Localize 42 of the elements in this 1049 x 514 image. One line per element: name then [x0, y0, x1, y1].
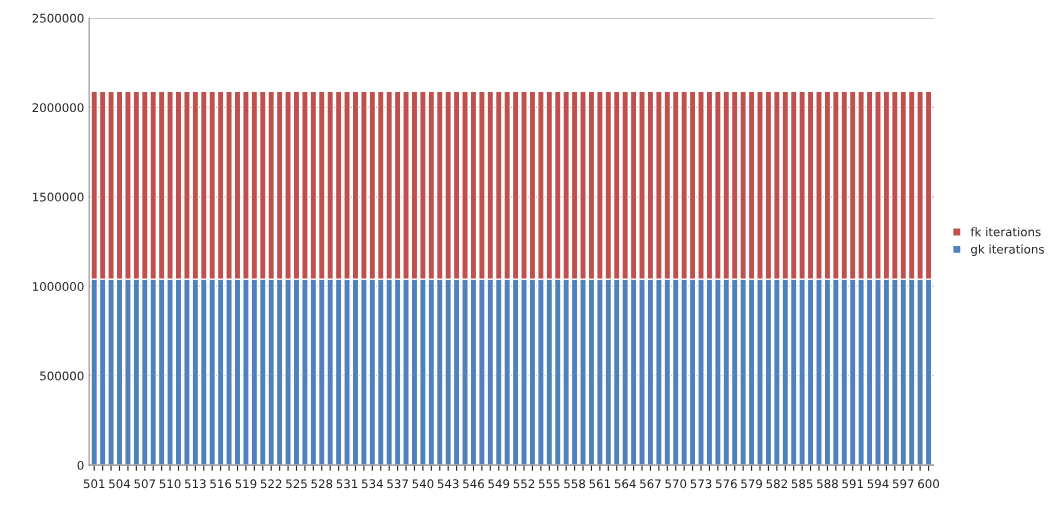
x-tick-label: 555 — [538, 479, 560, 489]
x-tick-label: 552 — [513, 479, 535, 489]
x-tick-label: 576 — [715, 479, 737, 489]
x-tick-label: 582 — [766, 479, 787, 489]
legend-label: fk iterations — [970, 227, 1041, 237]
x-tick-label: 513 — [185, 479, 206, 489]
x-tick-label: 585 — [791, 479, 813, 489]
x-tick-label: 558 — [564, 479, 586, 489]
y-tick-label: 500000 — [40, 371, 84, 381]
x-tick-label: 540 — [412, 479, 434, 489]
x-tick-label: 522 — [260, 479, 282, 489]
y-tick-label: 1000000 — [33, 282, 84, 291]
y-tick-label: 2000000 — [32, 103, 84, 113]
x-tick-label: 507 — [134, 479, 156, 489]
x-tick-label: 594 — [867, 479, 889, 489]
x-tick-label: 525 — [286, 479, 307, 489]
x-tick-label: 570 — [665, 479, 687, 489]
x-tick-label: 597 — [892, 479, 914, 489]
x-tick-label: 573 — [690, 479, 712, 489]
x-tick-label: 519 — [235, 479, 257, 489]
x-tick-label: 510 — [159, 479, 181, 489]
x-tick-label: 516 — [210, 479, 232, 489]
x-tick-label: 591 — [842, 479, 863, 489]
x-tick-label: 543 — [437, 479, 459, 489]
legend-label: gk iterations — [971, 244, 1044, 256]
x-tick-label: 501 — [83, 479, 105, 489]
x-tick-label: 531 — [336, 479, 358, 489]
x-tick-label: 561 — [589, 479, 611, 489]
x-tick-label: 600 — [918, 479, 940, 489]
x-tick-label: 564 — [614, 479, 636, 489]
x-tick-label: 567 — [640, 479, 661, 489]
y-tick-label: 2500000 — [32, 13, 84, 23]
y-tick-label: 0 — [77, 460, 84, 470]
x-tick-label: 534 — [361, 479, 383, 489]
x-tick-label: 579 — [741, 479, 763, 489]
y-tick-label: 1500000 — [33, 192, 84, 202]
x-tick-label: 549 — [488, 479, 510, 489]
x-tick-label: 528 — [311, 479, 333, 489]
x-tick-label: 546 — [463, 479, 484, 489]
x-tick-label: 504 — [109, 479, 131, 489]
x-tick-label: 537 — [387, 479, 408, 489]
x-tick-label: 588 — [817, 479, 838, 489]
